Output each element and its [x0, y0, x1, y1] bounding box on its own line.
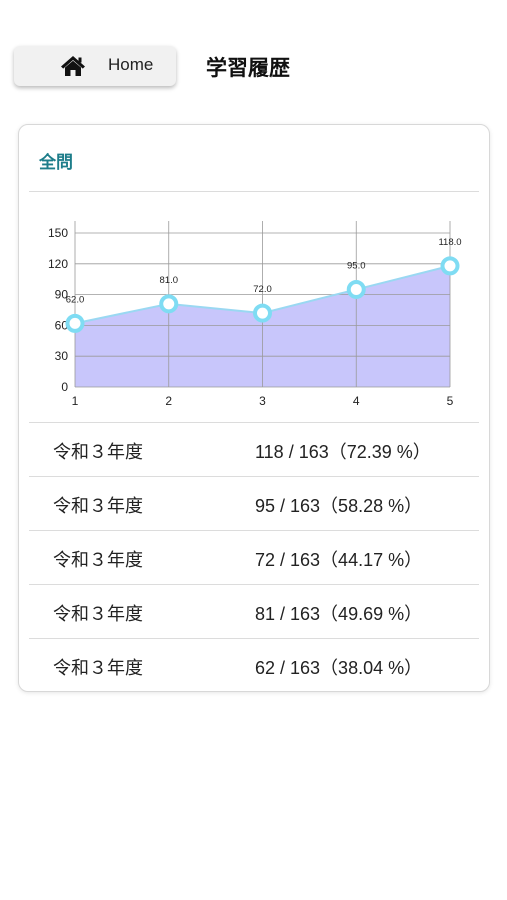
- history-score: 72 / 163（44.17 %）: [255, 550, 423, 570]
- page-title: 学習履歴: [206, 56, 290, 80]
- chart-point: [253, 303, 272, 323]
- chart-data-label: 118.0: [438, 237, 461, 248]
- row-divider: [29, 638, 479, 639]
- row-divider: [29, 422, 479, 423]
- card-title: 全問: [39, 153, 73, 173]
- chart-data-label: 72.0: [253, 284, 272, 295]
- history-year: 令和３年度: [53, 658, 143, 679]
- card-divider: [29, 191, 479, 192]
- x-tick-label: 2: [165, 394, 172, 408]
- history-score: 118 / 163（72.39 %）: [255, 442, 431, 462]
- history-row[interactable]: 令和３年度 95 / 163（58.28 %）: [29, 477, 481, 530]
- row-divider: [29, 584, 479, 585]
- x-tick-label: 5: [447, 394, 454, 408]
- history-row[interactable]: 令和３年度 72 / 163（44.17 %）: [29, 531, 481, 584]
- x-tick-label: 3: [259, 394, 266, 408]
- chart-point: [159, 294, 179, 314]
- chart-point: [440, 256, 460, 276]
- history-year: 令和３年度: [53, 550, 143, 571]
- history-year: 令和３年度: [53, 442, 143, 463]
- chart-data-label: 95.0: [347, 260, 366, 271]
- y-tick-label: 90: [55, 288, 69, 302]
- chart-point: [65, 313, 85, 333]
- chart-data-label: 62.0: [66, 294, 85, 305]
- history-year: 令和３年度: [53, 604, 143, 625]
- history-score: 62 / 163（38.04 %）: [255, 658, 423, 678]
- history-score: 81 / 163（49.69 %）: [255, 604, 423, 624]
- y-tick-label: 120: [48, 257, 68, 271]
- history-row[interactable]: 令和３年度 81 / 163（49.69 %）: [29, 585, 481, 638]
- home-icon: [61, 56, 85, 76]
- history-score: 95 / 163（58.28 %）: [255, 496, 423, 516]
- y-tick-label: 0: [61, 380, 68, 394]
- history-card: 全問 0 30 60 90 120 150 1 2 3 4 5 62.0 81.0 72.0 95.0 118…: [18, 124, 490, 692]
- history-year: 令和３年度: [53, 496, 143, 517]
- x-tick-label: 4: [353, 394, 360, 408]
- chart-data-label: 81.0: [160, 275, 179, 286]
- score-area-chart: 0 30 60 90 120 150 1 2 3 4 5 62.0 81.0 72.0 95.0 118.0: [48, 221, 462, 408]
- y-tick-label: 30: [55, 349, 69, 363]
- history-row[interactable]: 令和３年度 118 / 163（72.39 %）: [29, 423, 481, 476]
- y-tick-label: 150: [48, 226, 68, 240]
- home-button[interactable]: Home: [14, 46, 176, 86]
- x-tick-label: 1: [72, 394, 79, 408]
- history-row[interactable]: 令和３年度 62 / 163（38.04 %）: [29, 639, 481, 692]
- home-button-label: Home: [108, 55, 154, 74]
- row-divider: [29, 530, 479, 531]
- row-divider: [29, 476, 479, 477]
- chart-point: [346, 279, 366, 299]
- y-tick-label: 60: [55, 318, 69, 332]
